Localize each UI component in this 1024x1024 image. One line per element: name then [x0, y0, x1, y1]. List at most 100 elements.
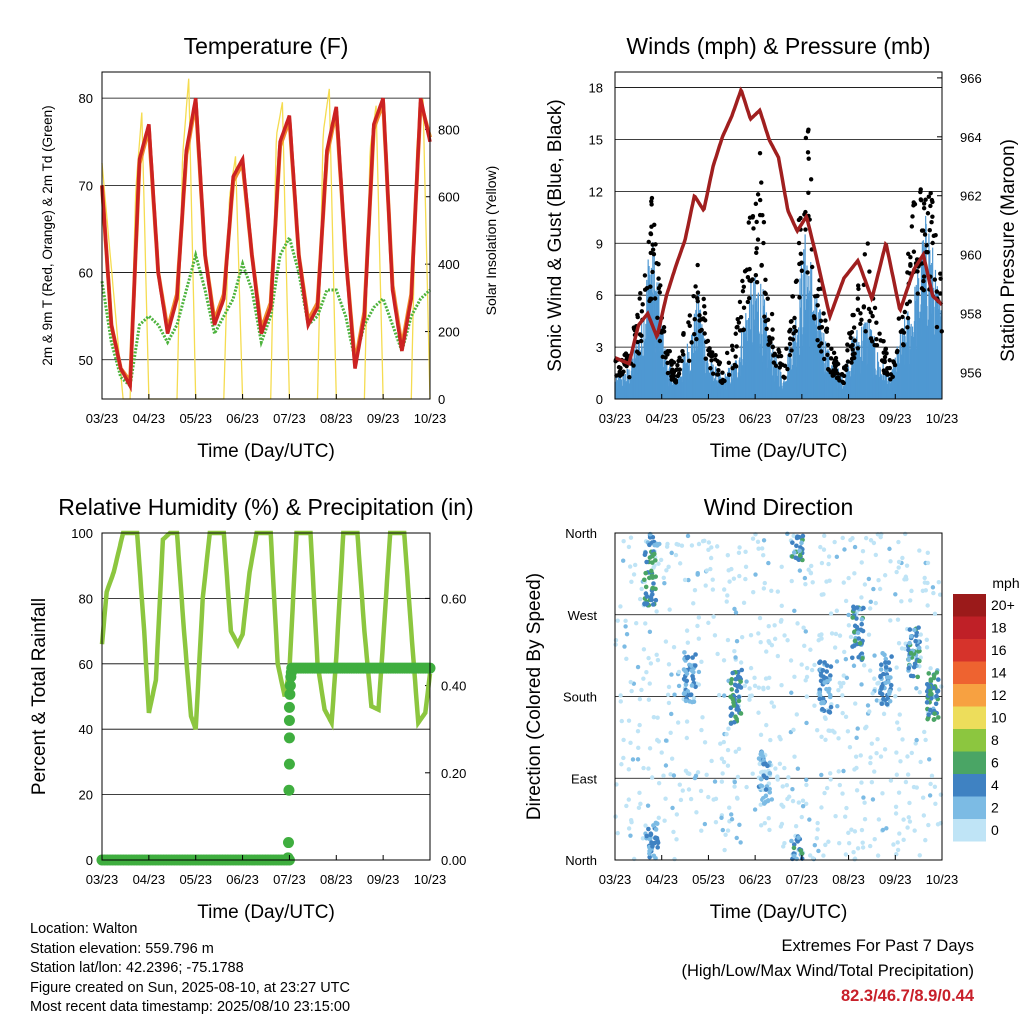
direction-point: [641, 765, 646, 771]
direction-point: [786, 775, 791, 780]
direction-point: [936, 715, 941, 720]
direction-point: [690, 655, 695, 660]
direction-point: [903, 779, 909, 785]
gust-point: [634, 349, 640, 354]
direction-point: [702, 740, 708, 745]
direction-point: [760, 754, 766, 759]
direction-point: [862, 800, 867, 805]
direction-point: [722, 693, 727, 698]
gust-point: [701, 316, 706, 321]
gust-point: [872, 305, 878, 311]
direction-point: [725, 763, 731, 768]
direction-point: [641, 676, 646, 681]
gust-point: [761, 220, 767, 225]
direction-point: [896, 539, 901, 545]
direction-point: [669, 550, 674, 556]
direction-point: [896, 559, 902, 565]
direction-point: [917, 690, 922, 695]
humidity-ytick-right-label: 0.20: [441, 766, 466, 781]
direction-point: [644, 594, 650, 599]
direction-point: [880, 827, 886, 833]
direction-point: [929, 773, 935, 778]
direction-point: [800, 798, 806, 803]
direction-point: [706, 794, 711, 800]
gust-point: [655, 315, 660, 321]
gust-point: [726, 360, 732, 366]
direction-point: [928, 781, 933, 787]
direction-point: [807, 853, 813, 858]
direction-point: [654, 821, 660, 826]
direction-point: [727, 579, 732, 584]
direction-point: [613, 814, 618, 819]
gust-point: [890, 374, 895, 379]
direction-point: [791, 845, 797, 851]
direction-point: [666, 684, 672, 690]
precip-point: [283, 701, 295, 713]
direction-point: [751, 589, 756, 595]
direction-point: [691, 601, 696, 606]
direction-point: [818, 678, 824, 684]
direction-point: [766, 639, 771, 644]
gust-point: [851, 325, 857, 330]
direction-point: [851, 663, 857, 668]
gust-point: [692, 331, 697, 337]
direction-point: [796, 534, 802, 540]
gust-point: [808, 177, 814, 182]
gust-point: [921, 205, 927, 211]
direction-point: [908, 634, 914, 639]
gust-point: [754, 279, 760, 285]
direction-point: [729, 817, 735, 822]
direction-point: [669, 756, 675, 761]
gust-point: [863, 329, 868, 334]
direction-point: [684, 735, 690, 741]
gust-point: [781, 374, 786, 380]
direction-point: [852, 571, 857, 576]
direction-point: [750, 536, 756, 541]
direction-point: [654, 652, 659, 658]
direction-point: [815, 827, 820, 832]
winds-ytick-label: 12: [589, 184, 603, 199]
direction-point: [619, 718, 624, 724]
direction-point: [929, 691, 934, 697]
gust-point: [850, 342, 855, 348]
direction-point: [715, 651, 720, 657]
direction-point: [869, 780, 875, 785]
gust-point: [693, 284, 698, 289]
direction-point: [800, 533, 806, 539]
direction-point: [775, 774, 780, 779]
direction-point: [826, 554, 832, 559]
direction-point: [758, 823, 764, 828]
gust-point: [638, 290, 643, 296]
direction-point: [871, 586, 876, 592]
gust-point: [836, 375, 841, 381]
direction-point: [671, 829, 676, 835]
direction-point: [733, 655, 738, 660]
gust-point: [720, 370, 725, 375]
direction-point: [795, 766, 801, 771]
direction-point: [882, 747, 888, 752]
gust-point: [740, 288, 746, 294]
gust-point: [803, 227, 808, 232]
direction-point: [840, 693, 845, 698]
direction-point: [762, 800, 768, 805]
gust-point: [918, 189, 923, 195]
direction-point: [837, 633, 843, 638]
direction-point: [922, 575, 927, 581]
direction-point: [765, 685, 771, 691]
direction-point: [873, 552, 879, 558]
winds-ytick-right-label: 962: [960, 189, 982, 204]
direction-point: [685, 533, 691, 539]
direction-point: [719, 779, 725, 784]
direction-point: [934, 693, 939, 699]
gust-point: [733, 331, 738, 336]
precip-point: [283, 758, 295, 770]
precip-point: [283, 732, 295, 744]
extremes-box: Extremes For Past 7 Days (High/Low/Max W…: [681, 934, 974, 1009]
direction-point: [704, 772, 709, 777]
direction-point: [838, 684, 844, 689]
direction-point: [759, 776, 764, 782]
direction-point: [819, 700, 824, 706]
direction-point: [645, 803, 651, 808]
direction-point: [653, 574, 658, 579]
